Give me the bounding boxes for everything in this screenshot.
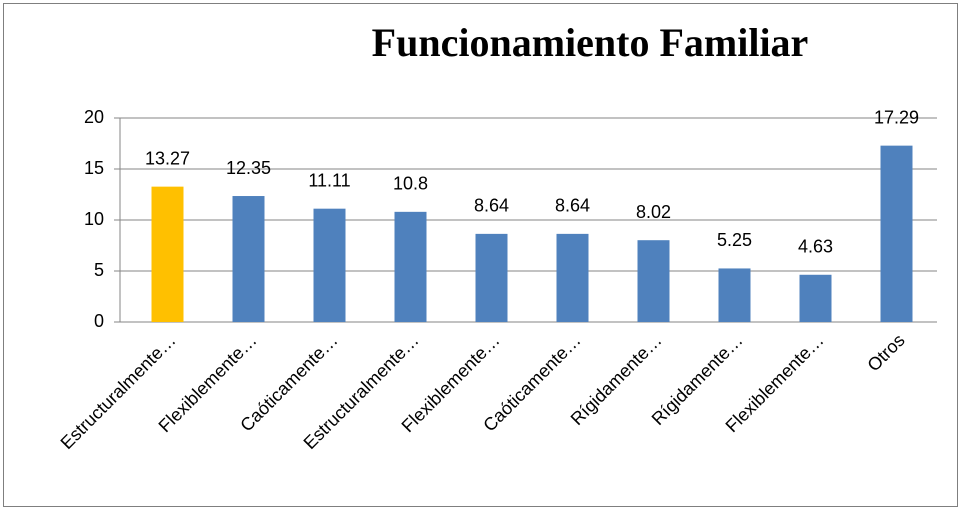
bar	[718, 268, 751, 322]
bar	[880, 145, 913, 322]
value-label: 4.63	[798, 237, 833, 257]
value-label: 10.8	[393, 174, 428, 194]
value-label: 17.29	[874, 107, 919, 127]
value-label: 8.64	[555, 196, 590, 216]
bar	[799, 274, 832, 322]
value-label: 13.27	[145, 148, 190, 168]
value-label: 11.11	[308, 170, 350, 190]
bar	[232, 196, 265, 322]
bar	[313, 208, 346, 322]
bar	[151, 186, 184, 322]
value-label: 12.35	[226, 158, 271, 178]
bar	[394, 211, 427, 322]
chart-title: Funcionamiento Familiar	[372, 20, 809, 65]
y-tick-label: 0	[94, 311, 104, 331]
value-label: 8.02	[636, 202, 671, 222]
bar	[556, 233, 589, 322]
bar	[637, 240, 670, 322]
value-label: 5.25	[717, 230, 752, 250]
y-tick-label: 20	[84, 107, 104, 127]
bar	[475, 233, 508, 322]
value-label: 8.64	[474, 196, 509, 216]
y-tick-label: 10	[84, 209, 104, 229]
y-tick-label: 5	[94, 260, 104, 280]
y-tick-label: 15	[84, 158, 104, 178]
